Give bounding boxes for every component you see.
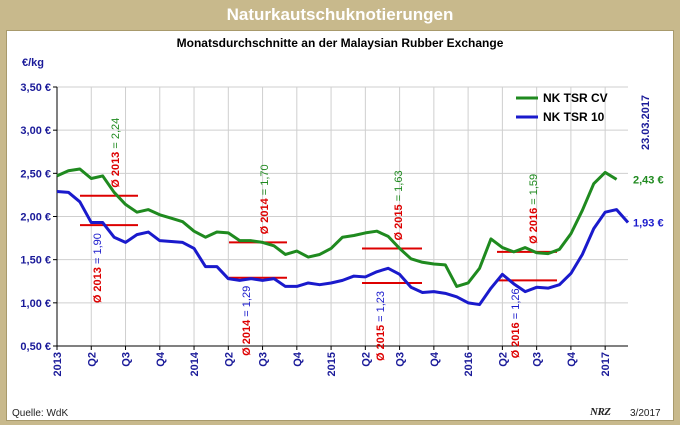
publisher-logo: NRZ [590,406,611,418]
y-tick-label: 3,50 € [20,82,51,94]
y-tick-label: 2,00 € [20,212,51,224]
x-tick-label: Q2 [497,352,509,367]
average-label-2015-tsr10: Ø 2015 = 1,23 [375,291,387,361]
legend-label-nk-tsr-cv: NK TSR CV [543,91,608,105]
issue-number: 3/2017 [630,408,661,419]
x-tick-label: Q4 [292,351,304,367]
legend-label-nk-tsr-10: NK TSR 10 [543,110,605,124]
average-label-2013-tsr10: Ø 2013 = 1,90 [92,233,104,303]
header-title: Naturkautschuknotierungen [226,5,454,24]
y-axis-label: €/kg [22,57,44,69]
average-label-2016-cv: Ø 2016 = 1,59 [528,174,540,244]
average-label-2016-tsr10: Ø 2016 = 1,26 [510,288,522,358]
x-tick-label: Q3 [395,352,407,367]
chart-title: Monatsdurchschnitte an der Malaysian Rub… [177,36,504,50]
date-label: 23.03.2017 [640,95,652,150]
average-label-2014-tsr10: Ø 2014 = 1,29 [241,286,253,356]
average-label-2013-cv: Ø 2013 = 2,24 [110,118,122,188]
x-tick-label: Q3 [121,352,133,367]
x-tick-label: Q3 [258,352,270,367]
y-tick-label: 1,00 € [20,298,51,310]
y-tick-label: 2,50 € [20,168,51,180]
series-line-nk-tsr-10 [56,189,630,307]
x-tick-label: Q2 [86,352,98,367]
y-tick-label: 1,50 € [20,255,51,267]
x-tick-label: 2014 [189,351,201,376]
x-tick-label: Q4 [429,351,441,367]
x-tick-label: 2015 [326,352,338,376]
x-tick-label: Q3 [532,352,544,367]
y-tick-label: 3,00 € [20,125,51,137]
x-tick-label: Q2 [360,352,372,367]
source-note: Quelle: WdK [12,408,69,419]
y-tick-label: 0,50 € [20,341,51,353]
x-tick-label: Q2 [223,352,235,367]
series-end-label-nk-tsr-10: 1,93 € [633,218,664,230]
series-end-label-nk-tsr-cv: 2,43 € [633,174,664,186]
x-tick-label: 2016 [463,352,475,376]
average-label-2014-cv: Ø 2014 = 1,70 [259,164,271,234]
x-tick-label: 2017 [600,352,612,376]
x-tick-label: Q4 [155,351,167,367]
x-tick-label: Q4 [566,351,578,367]
x-tick-label: 2013 [52,352,64,376]
series-line-nk-tsr-cv [56,167,618,288]
average-label-2015-cv: Ø 2015 = 1,63 [393,170,405,240]
